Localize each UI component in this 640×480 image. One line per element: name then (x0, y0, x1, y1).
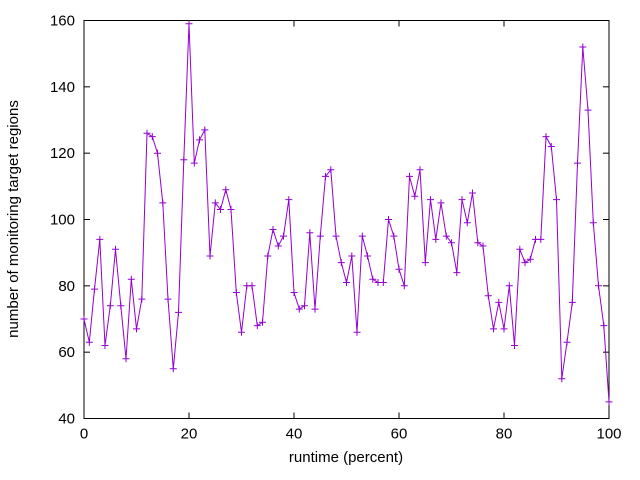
x-tick-label: 40 (286, 426, 303, 443)
y-tick-label: 80 (58, 278, 75, 295)
x-tick-label: 100 (596, 426, 621, 443)
x-axis-label: runtime (percent) (289, 449, 403, 466)
x-tick-label: 60 (391, 426, 408, 443)
data-markers (80, 20, 613, 406)
x-tick-label: 0 (80, 426, 88, 443)
data-line (83, 23, 610, 402)
y-tick-label: 60 (58, 344, 75, 361)
x-tick-label: 20 (181, 426, 198, 443)
plot-border (83, 20, 610, 419)
y-tick-label: 160 (50, 13, 75, 30)
y-tick-label: 100 (50, 212, 75, 229)
plot-area: 0 20 40 60 80 100 40 60 80 100 120 140 160 (50, 13, 622, 443)
y-tick-label: 140 (50, 79, 75, 96)
x-tick-label: 80 (496, 426, 513, 443)
y-tick-label: 40 (58, 411, 75, 428)
y-axis-label: number of monitoring target regions (5, 100, 22, 338)
y-tick-label: 120 (50, 145, 75, 162)
